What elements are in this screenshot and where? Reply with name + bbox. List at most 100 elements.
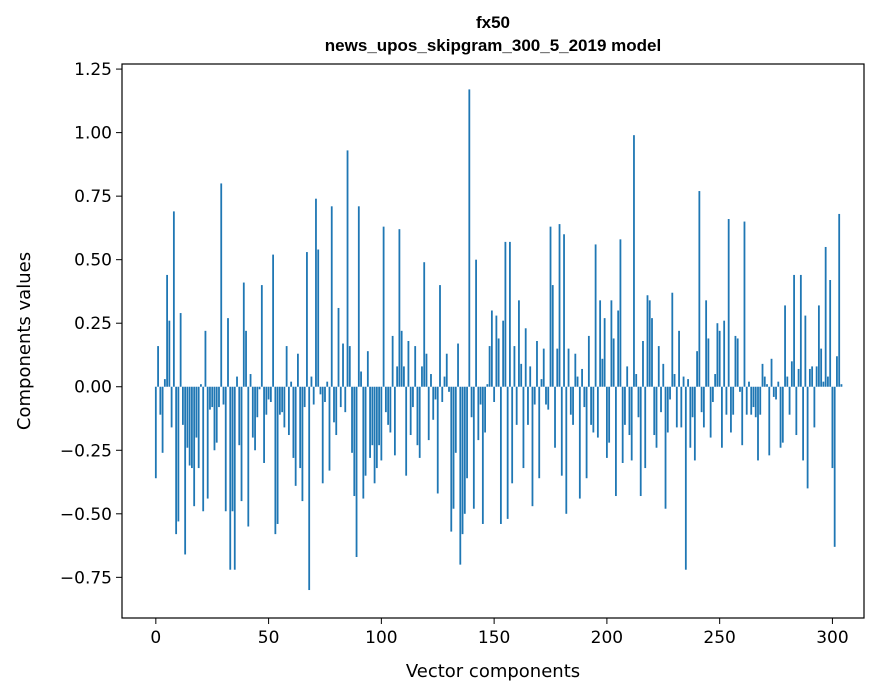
bar xyxy=(718,330,721,387)
bar xyxy=(547,386,550,410)
bar xyxy=(238,386,241,446)
bar xyxy=(369,386,371,458)
bar xyxy=(542,348,545,387)
bar xyxy=(454,386,457,453)
bar xyxy=(766,384,768,387)
bar xyxy=(574,353,577,387)
y-tick-label: 0.50 xyxy=(74,251,112,271)
bar xyxy=(678,330,680,387)
bar xyxy=(549,226,552,387)
bar xyxy=(166,274,168,387)
bar xyxy=(743,221,746,387)
bar xyxy=(499,386,502,524)
bar xyxy=(468,89,471,387)
bar xyxy=(484,386,486,433)
bar xyxy=(565,386,568,514)
bar xyxy=(475,259,477,387)
bar xyxy=(265,386,268,415)
bar xyxy=(827,376,829,387)
bar xyxy=(779,386,782,448)
bar xyxy=(373,386,376,484)
bar xyxy=(224,386,227,512)
bar xyxy=(836,356,838,387)
bar xyxy=(249,374,252,387)
y-tick-label: 0.00 xyxy=(74,378,112,398)
bar xyxy=(477,386,480,441)
bar xyxy=(777,381,780,387)
bar xyxy=(804,315,807,387)
bar xyxy=(366,351,369,387)
bar xyxy=(730,386,732,433)
bar xyxy=(644,386,647,469)
bar xyxy=(811,366,814,387)
bar xyxy=(172,211,175,387)
bar xyxy=(457,343,459,387)
bar xyxy=(450,386,453,532)
bar xyxy=(490,310,493,387)
bar xyxy=(375,386,378,469)
bar xyxy=(761,363,764,387)
bar xyxy=(721,386,723,448)
bar xyxy=(324,386,326,402)
bar xyxy=(651,318,653,387)
bars-group xyxy=(154,89,843,591)
bar xyxy=(290,381,293,387)
bar xyxy=(671,292,674,387)
bar xyxy=(233,386,236,570)
bar xyxy=(382,226,385,387)
bar xyxy=(360,371,362,387)
bar xyxy=(362,386,365,499)
bar xyxy=(714,374,717,387)
bar xyxy=(838,213,841,387)
bar xyxy=(592,386,595,433)
bar xyxy=(175,386,178,535)
bar xyxy=(384,386,387,413)
bar xyxy=(472,386,475,509)
bar xyxy=(308,386,311,591)
bar xyxy=(154,386,157,479)
bar xyxy=(202,386,205,512)
bar xyxy=(515,386,518,425)
bar xyxy=(702,386,705,428)
bar xyxy=(711,386,714,402)
y-tick-label: 0.25 xyxy=(74,314,112,334)
chart-subtitle: news_upos_skipgram_300_5_2019 model xyxy=(325,36,661,55)
bar xyxy=(581,368,583,387)
bar xyxy=(278,386,281,415)
bar xyxy=(635,374,638,387)
bar xyxy=(518,300,520,387)
bar xyxy=(333,386,335,423)
y-tick-label: −0.50 xyxy=(60,505,112,525)
bar xyxy=(556,348,559,387)
bar xyxy=(642,341,644,387)
bar xyxy=(339,386,342,408)
bar xyxy=(596,386,599,438)
bar xyxy=(276,386,279,524)
bar xyxy=(554,386,556,448)
bar xyxy=(294,386,297,486)
bar xyxy=(608,386,611,443)
bar xyxy=(452,386,455,509)
bar xyxy=(423,262,426,387)
bar xyxy=(664,386,667,509)
bar xyxy=(513,346,516,387)
bar xyxy=(403,366,405,387)
bar xyxy=(211,386,214,408)
x-tick-label: 50 xyxy=(258,628,280,648)
bar xyxy=(662,363,665,387)
bar xyxy=(159,386,162,415)
bar xyxy=(297,353,299,387)
y-tick-label: 0.75 xyxy=(74,187,112,207)
bar xyxy=(448,386,450,392)
bar xyxy=(247,386,250,527)
bar xyxy=(195,386,198,438)
bar xyxy=(578,386,581,499)
bar xyxy=(218,386,220,408)
bar xyxy=(639,386,642,497)
y-tick-label: 1.00 xyxy=(74,124,112,144)
bar xyxy=(330,206,333,387)
bar xyxy=(371,386,374,446)
bar xyxy=(754,386,757,418)
bar xyxy=(427,386,430,441)
bar xyxy=(840,384,843,387)
